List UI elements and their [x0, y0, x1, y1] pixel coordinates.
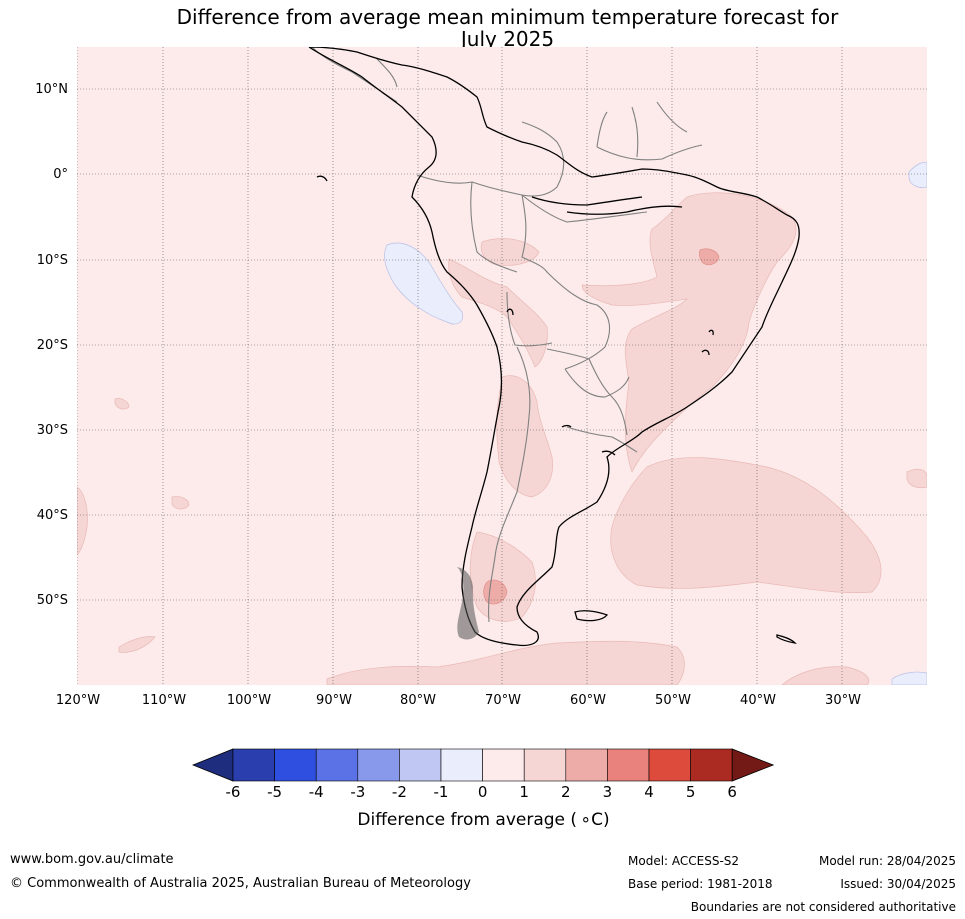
footer-disclaimer: Boundaries are not considered authoritat… [690, 900, 956, 914]
colorbar-tick-label: 2 [561, 783, 571, 801]
colorbar-tick-label: -1 [433, 783, 449, 801]
anomaly-area-southeast-ocean [781, 666, 870, 685]
colorbar-segment [482, 748, 525, 782]
colorbar-tick-label: -5 [267, 783, 283, 801]
colorbar-tick-label: 4 [644, 783, 654, 801]
lon-label-90w: 90°W [316, 693, 352, 708]
colorbar-segment [357, 748, 400, 782]
footer-model: Model: ACCESS-S2 [628, 854, 740, 868]
forecast-map [77, 47, 927, 685]
anomaly-area-ne-brazil-warm [699, 248, 720, 266]
colorbar-tick-label: 6 [727, 783, 737, 801]
colorbar-extend-high [731, 748, 775, 782]
lon-label-80w: 80°W [400, 693, 436, 708]
colorbar-segment [690, 748, 733, 782]
coast-falkland-islands [574, 610, 609, 622]
colorbar-tick-label: -2 [391, 783, 407, 801]
anomaly-area-pacific-small-2 [171, 496, 190, 510]
lat-label-50s: 50°S [36, 593, 68, 608]
footer-base-period: Base period: 1981-2018 [628, 877, 773, 891]
lon-label-100w: 100°W [226, 693, 272, 708]
lon-label-110w: 110°W [141, 693, 187, 708]
colorbar-tick-label: -6 [225, 783, 241, 801]
chile-fjords [457, 567, 479, 640]
colorbar-segment [232, 748, 275, 782]
colorbar-segment [274, 748, 317, 782]
lat-label-30s: 30°S [36, 423, 68, 438]
anomaly-area-atlantic-cool-north [908, 161, 927, 188]
anomaly-area-pacific-cool [384, 242, 463, 325]
footer-url[interactable]: www.bom.gov.au/climate [10, 852, 174, 867]
map-title-line1: Difference from average mean minimum tem… [176, 5, 839, 29]
colorbar-tick-label: -4 [308, 783, 324, 801]
colorbar-segment [648, 748, 691, 782]
lon-label-60w: 60°W [570, 693, 606, 708]
colorbar-label: Difference from average ( ∘C) [357, 810, 610, 830]
coast-south-georgia [776, 634, 797, 644]
lat-label-40s: 40°S [36, 508, 68, 523]
colorbar-tick-label: 0 [477, 783, 488, 801]
map-gridlines [77, 47, 927, 685]
lat-label-10s: 10°S [36, 253, 68, 268]
lat-label-10n: 10°N [35, 82, 68, 97]
anomaly-area-west-pacific [77, 486, 88, 556]
anomaly-area-atlantic-east [906, 468, 927, 489]
anomaly-area-south-atlantic [610, 457, 882, 593]
lon-label-50w: 50°W [655, 693, 691, 708]
anomaly-1-to-2-areas [77, 192, 927, 685]
anomaly-area-brazil-east [581, 192, 797, 473]
anomaly-area-pacific-small-1 [114, 398, 130, 410]
footer-model-run: Model run: 28/04/2025 [818, 854, 956, 868]
colorbar-tick-label: 5 [685, 783, 696, 801]
footer-copyright: © Commonwealth of Australia 2025, Austra… [10, 876, 471, 891]
country-borders [311, 47, 703, 623]
colorbar-extend-low [191, 748, 234, 782]
colorbar-tick-label: 1 [519, 783, 529, 801]
lon-label-40w: 40°W [740, 693, 776, 708]
coastline [308, 47, 800, 647]
colorbar-segment [315, 748, 359, 782]
lat-label-0: 0° [53, 167, 68, 182]
colorbar-segment [607, 748, 650, 782]
colorbar-segment [523, 748, 567, 782]
colorbar-segment [399, 748, 442, 782]
footer-issued: Issued: 30/04/2025 [840, 877, 956, 891]
lon-label-30w: 30°W [825, 693, 861, 708]
colorbar-tick-label: -3 [350, 783, 366, 801]
map-svg [77, 47, 927, 685]
colorbar-svg [191, 748, 775, 782]
map-title-line2: July 2025 [460, 27, 555, 51]
anomaly-area-south-ocean [326, 640, 685, 685]
anomaly-area-argentina-andes [496, 375, 553, 498]
anomaly-neg1-to-0-areas [384, 161, 927, 685]
colorbar [191, 748, 775, 786]
lon-label-120w: 120°W [55, 693, 101, 708]
colorbar-segment [565, 748, 608, 782]
anomaly-area-peru-bolivia [448, 258, 548, 368]
colorbar-tick-label: 3 [602, 783, 613, 801]
lat-label-20s: 20°S [36, 338, 68, 353]
anomaly-area-pacific-small-3 [118, 636, 156, 653]
colorbar-segment [440, 748, 483, 782]
lon-label-70w: 70°W [485, 693, 521, 708]
anomaly-area-atlantic-cool-south [891, 671, 927, 685]
